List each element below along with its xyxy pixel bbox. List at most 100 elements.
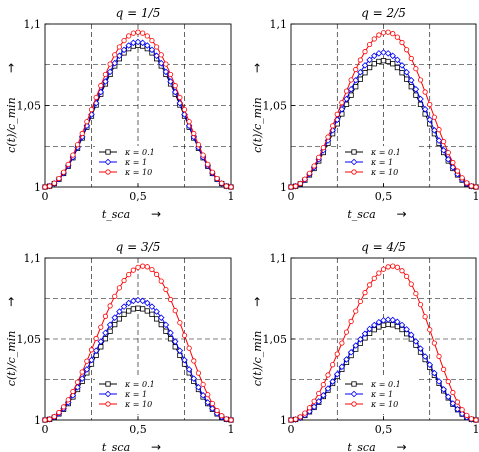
series-point [408, 84, 414, 90]
series-point [422, 89, 428, 95]
y-axis-label: c(t)/c_min [5, 331, 18, 387]
series-point [158, 321, 164, 328]
series-point [468, 183, 474, 189]
series-point [149, 37, 155, 44]
series-point [325, 134, 331, 140]
series-point [223, 183, 229, 189]
series-point [348, 318, 354, 324]
series-point [445, 149, 451, 156]
panel-title: q = 2/5 [361, 6, 406, 20]
series-point [149, 266, 155, 273]
legend: κ = 0.1κ = 1κ = 10 [341, 378, 417, 414]
series-point [417, 301, 424, 308]
series-point [106, 321, 114, 329]
series-point [60, 169, 67, 175]
series-point [126, 271, 132, 278]
series-point [361, 62, 369, 69]
series-point [209, 405, 216, 412]
series-point [348, 92, 354, 98]
series-point [427, 327, 433, 333]
series-point [148, 303, 156, 310]
series-point [79, 369, 85, 375]
series-point [42, 184, 48, 190]
x-tick-label: 0,5 [375, 423, 393, 436]
series-point [167, 71, 174, 78]
series-point [219, 180, 225, 186]
series-point [320, 392, 327, 399]
series-point [167, 296, 174, 303]
y-axis-arrow: → [250, 297, 264, 307]
series-point [293, 416, 299, 422]
series-point [398, 321, 406, 329]
legend-marker [351, 381, 357, 387]
series-point [60, 404, 67, 410]
series-point [444, 156, 452, 163]
y-axis-label: c(t)/c_min [5, 97, 18, 153]
series-point [449, 400, 457, 407]
series-point [199, 392, 207, 399]
series-point [47, 416, 53, 422]
series-point [186, 119, 192, 125]
legend-entry: κ = 0.1 [124, 380, 155, 389]
series-point [389, 52, 397, 60]
series-point [56, 175, 62, 182]
series-point [334, 111, 340, 117]
series-point [330, 123, 336, 129]
x-tick-label: 0 [288, 423, 295, 436]
series-point [385, 321, 391, 328]
series-point [464, 412, 470, 418]
legend-marker [350, 390, 358, 398]
series-point [324, 385, 332, 392]
series-point [93, 335, 99, 342]
series-point [116, 285, 123, 291]
series-point [380, 58, 387, 64]
series-point [70, 152, 76, 158]
series-point [380, 266, 387, 272]
legend-entry: κ = 10 [370, 168, 398, 177]
series-point [362, 70, 368, 76]
series-point [311, 163, 317, 169]
series-point [408, 55, 414, 62]
y-axis-arrow: → [4, 297, 18, 307]
series-point [440, 147, 447, 154]
legend-entry: κ = 10 [124, 168, 152, 177]
series-point [140, 263, 146, 269]
series-point [399, 70, 405, 76]
series-point [357, 68, 364, 76]
series-point [421, 105, 429, 113]
series-point [42, 417, 48, 423]
series-point [84, 358, 90, 364]
x-axis-arrow: → [396, 207, 406, 221]
series-point [413, 92, 419, 98]
series-point [325, 372, 331, 378]
series-point [347, 349, 355, 356]
series-point [134, 296, 142, 304]
series-point [112, 321, 118, 328]
series-point [78, 133, 86, 141]
series-point [288, 184, 294, 190]
series-point [384, 50, 392, 57]
series-point [390, 322, 396, 328]
series-point [130, 306, 136, 312]
y-tick-label: 1,1 [270, 18, 288, 31]
y-tick-label: 1,1 [24, 252, 42, 265]
series-point [144, 42, 151, 49]
series-point [191, 130, 197, 137]
series-point [366, 56, 373, 64]
series-point [181, 332, 188, 338]
series-point [98, 324, 104, 330]
series-point [431, 127, 438, 134]
series-point [172, 308, 178, 314]
series-point [293, 183, 299, 189]
x-axis-arrow: → [151, 207, 161, 221]
series-point [339, 340, 345, 346]
x-tick-label: 1 [228, 190, 235, 203]
x-axis-arrow: → [396, 440, 406, 452]
x-axis-label: t_sca [102, 208, 130, 221]
series-point [65, 161, 71, 167]
series-point [367, 41, 373, 48]
series-point [186, 345, 192, 351]
series-point [157, 59, 165, 67]
series-point [394, 56, 401, 64]
